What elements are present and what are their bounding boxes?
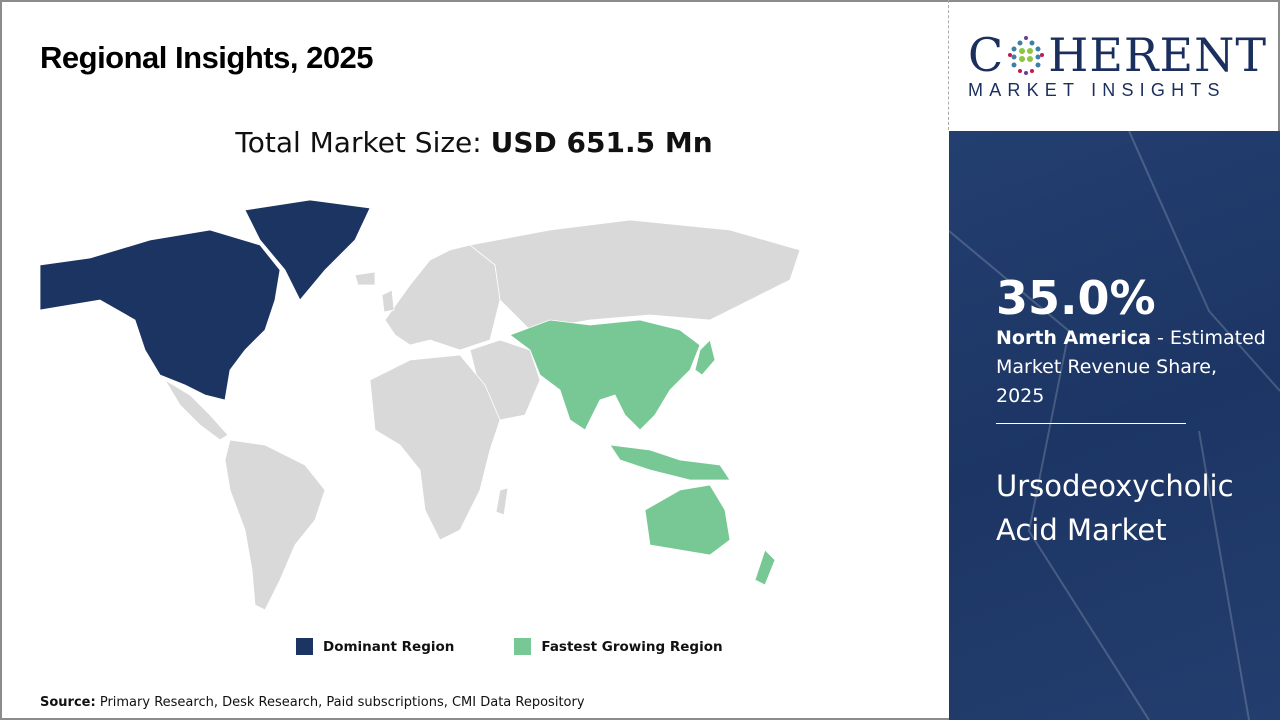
map-indonesia [609,444,731,481]
panel-texture [949,131,1280,720]
company-logo: C HERENT MARKET INSIGHTS [968,32,1268,101]
divider [948,0,949,130]
market-name: Ursodeoxycholic Acid Market [996,469,1234,547]
highlight-panel: 35.0% North America - Estimated Market R… [949,131,1280,720]
map-central-america [164,379,229,441]
legend-item-fastest: Fastest Growing Region [514,638,723,655]
map-legend: Dominant Region Fastest Growing Region [296,638,723,655]
total-market-size: Total Market Size: USD 651.5 Mn [0,126,948,159]
share-value: 35.0% [996,271,1156,325]
map-japan [694,339,716,376]
map-europe [384,244,501,351]
source-note: Source: Primary Research, Desk Research,… [40,695,585,710]
source-text: Primary Research, Desk Research, Paid su… [99,695,585,710]
market-size-value: USD 651.5 Mn [490,126,713,159]
market-size-label: Total Market Size: [235,126,482,159]
map-north-america [39,229,281,401]
legend-swatch-dominant [296,638,313,655]
logo-text: HERENT [1048,28,1268,82]
map-australia [644,484,731,556]
map-africa [369,354,501,541]
map-greenland [244,199,371,301]
map-madagascar [495,487,509,516]
source-label: Source: [40,695,96,710]
map-uk [381,289,395,313]
globe-icon [1008,36,1045,75]
legend-item-dominant: Dominant Region [296,638,454,655]
legend-label: Fastest Growing Region [541,638,723,655]
world-map [39,199,801,611]
share-description: North America - Estimated Market Revenue… [996,324,1266,411]
share-desc-text: - Estimated Market Revenue Share, 2025 [996,327,1266,407]
map-south-america [224,439,326,611]
panel-divider [996,423,1186,424]
logo-tagline: MARKET INSIGHTS [968,80,1226,100]
logo-letter: C [968,28,1005,82]
share-region: North America [996,327,1151,349]
legend-label: Dominant Region [323,638,455,655]
map-asia-pacific [509,319,701,431]
page-title: Regional Insights, 2025 [40,40,374,75]
map-new-zealand [754,549,776,586]
map-russia [469,219,801,331]
map-iceland [354,271,376,286]
legend-swatch-fastest [514,638,532,655]
